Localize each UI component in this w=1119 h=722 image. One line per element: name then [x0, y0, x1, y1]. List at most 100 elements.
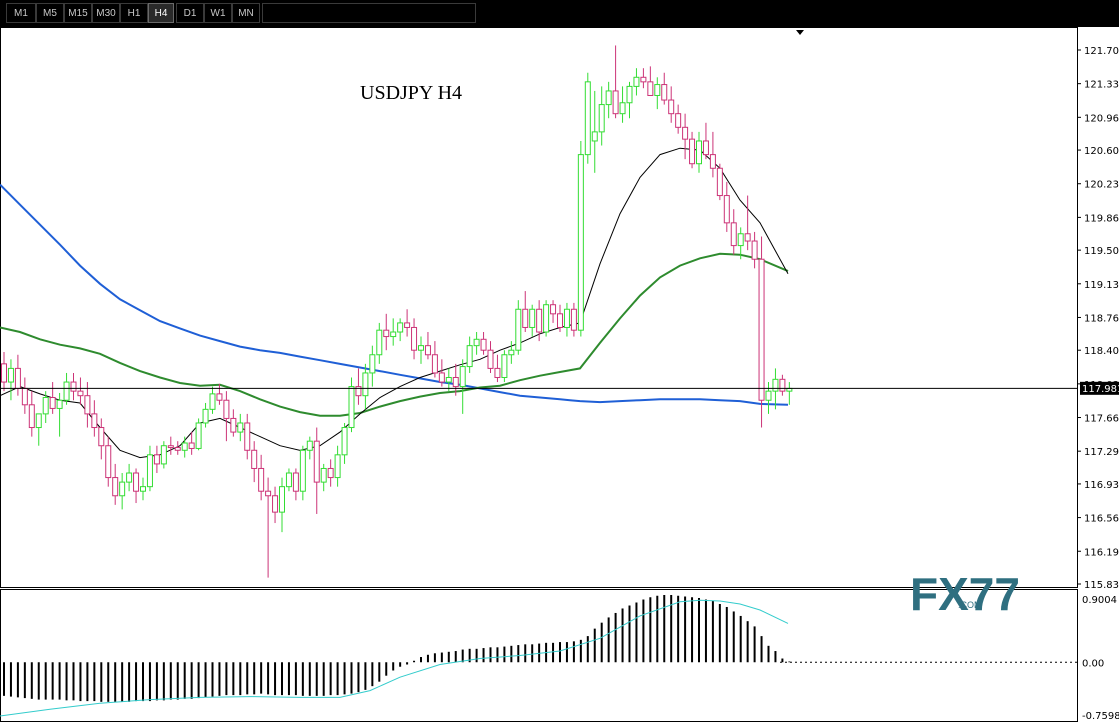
candle-body: [647, 81, 654, 96]
candle: [765, 382, 772, 414]
candle: [272, 486, 279, 524]
candle: [299, 445, 306, 501]
candle: [348, 377, 355, 433]
candle: [779, 374, 786, 396]
y-tick-label: 117.660: [1084, 414, 1119, 425]
candle: [716, 163, 723, 201]
candle: [223, 391, 230, 442]
candle: [160, 441, 167, 469]
y-tick-label: 120.230: [1084, 180, 1119, 191]
candle-body: [153, 454, 160, 465]
candle: [1, 352, 7, 392]
candle-body: [654, 84, 661, 96]
candle-body: [390, 331, 397, 338]
candle: [758, 236, 765, 428]
candle-body: [1, 363, 7, 383]
candle: [404, 309, 411, 337]
candle-body: [160, 445, 167, 465]
candle: [459, 359, 466, 414]
candle: [133, 468, 140, 504]
candle-body: [84, 395, 91, 415]
candle: [473, 332, 480, 355]
candle: [508, 341, 515, 364]
candle-body: [35, 413, 42, 429]
candle-body: [598, 104, 605, 133]
candle: [279, 477, 285, 533]
candle: [612, 45, 619, 119]
timeframe-mn-button[interactable]: MN: [232, 3, 260, 23]
candle-body: [779, 378, 786, 392]
candle-body: [174, 447, 181, 451]
candle: [341, 422, 348, 464]
candle: [91, 400, 98, 437]
candle-body: [195, 422, 202, 449]
timeframe-h4-button[interactable]: H4: [148, 3, 174, 23]
candle-body: [42, 397, 49, 415]
candle: [702, 122, 709, 160]
chart-shift-marker[interactable]: [796, 30, 804, 35]
candle-body: [758, 258, 765, 401]
candle-body: [557, 313, 563, 328]
candle-body: [675, 113, 682, 128]
timeframe-h1-button[interactable]: H1: [120, 3, 148, 23]
timeframe-d1-button[interactable]: D1: [176, 3, 204, 23]
candle: [355, 368, 362, 405]
candle: [334, 445, 341, 487]
candle: [397, 318, 404, 342]
candle-body: [459, 366, 466, 388]
candle-body: [230, 417, 237, 433]
candle: [501, 350, 508, 383]
candle-body: [619, 102, 626, 115]
candle-body: [716, 167, 723, 197]
candle-body: [501, 354, 508, 378]
y-tick-label: 120.600: [1084, 146, 1119, 157]
candle-body: [133, 472, 140, 492]
candle: [598, 86, 605, 146]
signal-line: [0, 599, 789, 717]
timeframe-m1-button[interactable]: M1: [6, 3, 36, 23]
candle-body: [272, 495, 279, 513]
candle: [605, 81, 612, 119]
y-tick-label: 116.560: [1084, 514, 1119, 525]
candle-body: [105, 445, 112, 479]
candle-body: [494, 367, 501, 378]
candle-body: [702, 140, 709, 156]
candle-body: [362, 372, 369, 397]
candle: [285, 468, 292, 492]
candle-body: [334, 454, 341, 479]
candle-body: [313, 440, 320, 483]
timeframe-m30-button[interactable]: M30: [92, 3, 120, 23]
timeframe-m5-button[interactable]: M5: [36, 3, 64, 23]
candle-body: [376, 329, 383, 356]
candle: [557, 304, 563, 333]
candle: [723, 181, 730, 232]
y-tick-label: 116.190: [1084, 547, 1119, 558]
candle-body: [424, 345, 431, 356]
candle-body: [508, 349, 515, 356]
current-price-box: [1080, 381, 1119, 395]
y-tick-label: 117.290: [1084, 447, 1119, 458]
candle-body: [786, 387, 793, 392]
candle-body: [91, 413, 98, 429]
timeframe-m15-button[interactable]: M15: [64, 3, 92, 23]
candle-body: [258, 467, 265, 492]
candle: [661, 72, 668, 105]
timeframe-w1-button[interactable]: W1: [204, 3, 232, 23]
candle-body: [418, 345, 424, 351]
candle-body: [626, 85, 633, 104]
candle-body: [529, 308, 536, 328]
current-price-label: 117.981: [1082, 384, 1119, 395]
candle: [431, 341, 438, 378]
candle: [744, 195, 751, 251]
chart-canvas[interactable]: USDJPY H4 121.700121.330120.960120.60012…: [0, 27, 1119, 722]
candle: [28, 391, 35, 437]
candle: [306, 436, 313, 460]
y-tick-label: 121.700: [1084, 46, 1119, 57]
candle-body: [299, 449, 306, 492]
candle-body: [70, 381, 77, 392]
candle: [730, 209, 737, 255]
candle: [522, 291, 529, 333]
candle-body: [126, 472, 133, 483]
candle: [42, 391, 49, 423]
candle: [167, 436, 174, 455]
